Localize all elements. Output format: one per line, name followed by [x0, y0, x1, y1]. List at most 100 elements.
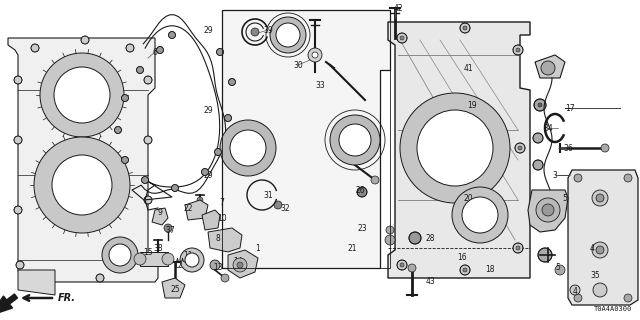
- Text: 23: 23: [357, 223, 367, 233]
- Text: 42: 42: [393, 4, 403, 12]
- Text: 34: 34: [543, 124, 553, 132]
- Circle shape: [513, 45, 523, 55]
- Text: 35: 35: [590, 270, 600, 279]
- Text: 4: 4: [573, 287, 577, 297]
- Circle shape: [534, 99, 546, 111]
- Circle shape: [515, 143, 525, 153]
- Circle shape: [144, 76, 152, 84]
- Circle shape: [75, 88, 89, 102]
- Text: 22: 22: [183, 204, 193, 212]
- Circle shape: [164, 224, 172, 232]
- Circle shape: [541, 61, 555, 75]
- Circle shape: [385, 235, 395, 245]
- Circle shape: [270, 17, 306, 53]
- Text: 14: 14: [233, 258, 243, 267]
- Text: 30: 30: [293, 60, 303, 69]
- Text: 11: 11: [183, 251, 193, 260]
- Circle shape: [54, 67, 110, 123]
- Circle shape: [308, 48, 322, 62]
- Text: 21: 21: [348, 244, 356, 252]
- Circle shape: [339, 124, 371, 156]
- Text: 5: 5: [563, 194, 568, 203]
- Circle shape: [274, 201, 282, 209]
- Circle shape: [115, 250, 125, 260]
- Circle shape: [408, 264, 416, 272]
- Circle shape: [115, 126, 122, 133]
- Circle shape: [144, 136, 152, 144]
- Circle shape: [463, 26, 467, 30]
- Circle shape: [141, 177, 148, 183]
- Circle shape: [460, 23, 470, 33]
- Circle shape: [330, 115, 380, 165]
- Circle shape: [96, 274, 104, 282]
- Circle shape: [516, 48, 520, 52]
- Text: 3: 3: [552, 171, 557, 180]
- Circle shape: [276, 23, 300, 47]
- Circle shape: [570, 285, 580, 295]
- Text: 18: 18: [485, 266, 495, 275]
- Text: 1: 1: [255, 244, 260, 252]
- Polygon shape: [208, 228, 242, 252]
- Circle shape: [533, 133, 543, 143]
- Polygon shape: [185, 200, 208, 220]
- Circle shape: [357, 187, 367, 197]
- Bar: [222, 10, 390, 268]
- Circle shape: [538, 248, 552, 262]
- Text: 7: 7: [220, 197, 225, 206]
- Circle shape: [449, 142, 461, 154]
- Text: 8: 8: [216, 234, 220, 243]
- Circle shape: [214, 148, 221, 156]
- Circle shape: [31, 44, 39, 52]
- Circle shape: [122, 156, 129, 164]
- Circle shape: [518, 146, 522, 150]
- Text: 6: 6: [152, 47, 157, 57]
- Circle shape: [14, 136, 22, 144]
- Circle shape: [136, 67, 143, 74]
- Text: 32: 32: [280, 204, 290, 212]
- Polygon shape: [388, 22, 530, 278]
- Text: 10: 10: [217, 213, 227, 222]
- Circle shape: [172, 185, 179, 191]
- Circle shape: [400, 93, 510, 203]
- Circle shape: [202, 169, 209, 175]
- Text: 5: 5: [556, 263, 561, 273]
- Circle shape: [197, 197, 203, 203]
- Circle shape: [81, 36, 89, 44]
- Circle shape: [601, 144, 609, 152]
- Circle shape: [462, 197, 498, 233]
- Circle shape: [144, 254, 152, 262]
- Text: 19: 19: [467, 100, 477, 109]
- Circle shape: [513, 243, 523, 253]
- Circle shape: [126, 44, 134, 52]
- Polygon shape: [162, 278, 185, 298]
- Text: 2: 2: [468, 161, 472, 170]
- Circle shape: [542, 204, 554, 216]
- Polygon shape: [528, 190, 568, 232]
- Circle shape: [68, 81, 96, 109]
- Circle shape: [386, 226, 394, 234]
- Text: 38: 38: [153, 244, 163, 252]
- Circle shape: [555, 265, 565, 275]
- Circle shape: [251, 28, 259, 36]
- Circle shape: [237, 262, 243, 268]
- Polygon shape: [152, 208, 168, 225]
- Circle shape: [213, 235, 223, 245]
- Circle shape: [185, 253, 199, 267]
- Circle shape: [168, 31, 175, 38]
- Text: 13: 13: [213, 263, 223, 273]
- Polygon shape: [202, 210, 220, 230]
- Circle shape: [460, 265, 470, 275]
- Circle shape: [536, 198, 560, 222]
- Circle shape: [452, 187, 508, 243]
- Polygon shape: [18, 270, 55, 295]
- Text: 43: 43: [425, 277, 435, 286]
- FancyArrow shape: [0, 294, 17, 316]
- Circle shape: [409, 232, 421, 244]
- Text: 29: 29: [203, 26, 213, 35]
- Circle shape: [244, 144, 252, 152]
- Circle shape: [74, 177, 90, 193]
- Text: 20: 20: [463, 194, 473, 203]
- Circle shape: [102, 237, 138, 273]
- Circle shape: [220, 120, 276, 176]
- Circle shape: [228, 78, 236, 85]
